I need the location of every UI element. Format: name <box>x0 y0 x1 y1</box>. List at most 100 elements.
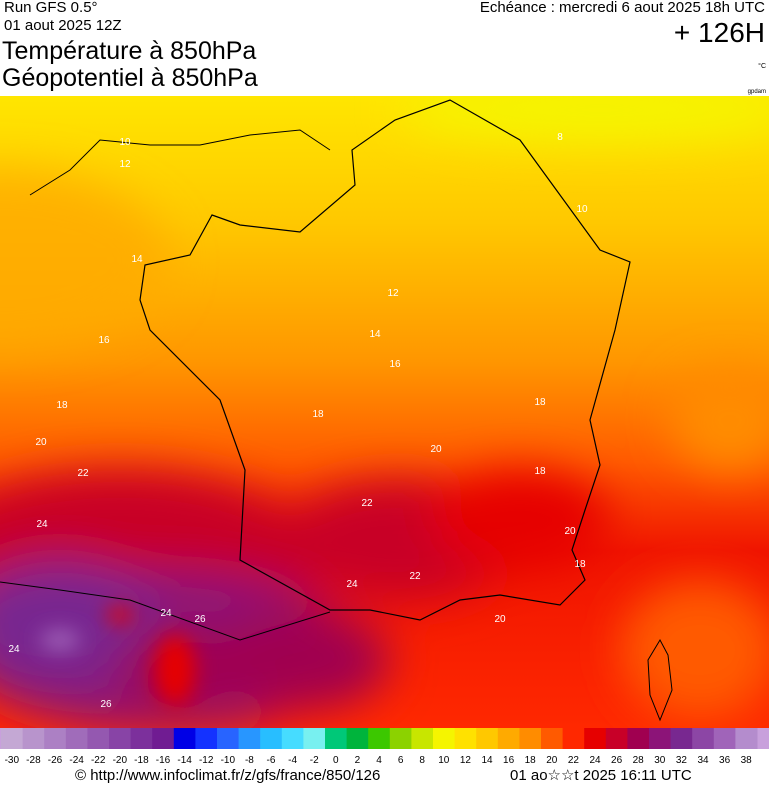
legend-tick-label: 12 <box>460 755 472 766</box>
title-line2: Géopotentiel à 850hPa <box>2 64 258 92</box>
contour-label: 20 <box>564 526 576 537</box>
legend-cell <box>65 728 88 749</box>
france-outline <box>139 99 631 621</box>
contour-label: 22 <box>77 468 89 479</box>
legend-cell <box>605 728 628 749</box>
contour-label: 20 <box>494 614 506 625</box>
corsica <box>647 638 673 722</box>
legend-cell <box>195 728 218 749</box>
legend-tick-label: 14 <box>481 755 493 766</box>
legend-tick-label: -6 <box>267 755 276 766</box>
legend-tick-label: -4 <box>288 755 297 766</box>
legend-tick-label: 18 <box>525 755 537 766</box>
legend-tick-label: -16 <box>156 755 171 766</box>
legend-tick-label: 34 <box>697 755 709 766</box>
contour-label: 8 <box>557 132 563 143</box>
legend-cell <box>627 728 650 749</box>
legend-tick-label: 0 <box>333 755 339 766</box>
legend-cell <box>87 728 110 749</box>
contour-label: 14 <box>131 254 143 265</box>
map: 10 12 8 10 14 16 12 14 16 18 18 18 20 20 22 18 22 24 20 18 2… <box>0 96 769 728</box>
contour-label: 22 <box>361 498 373 509</box>
legend-cell <box>173 728 196 749</box>
contour-label: 14 <box>369 329 381 340</box>
title-line1: Température à 850hPa <box>2 37 256 65</box>
legend-tick-label: -20 <box>113 755 128 766</box>
legend-cell <box>1 728 24 749</box>
legend-cell <box>281 728 304 749</box>
legend-tick-label: 30 <box>654 755 666 766</box>
legend-cell <box>584 728 607 749</box>
legend-tick-label: -10 <box>221 755 236 766</box>
echeance: Echéance : mercredi 6 aout 2025 18h UTC <box>480 0 765 16</box>
legend-cell <box>260 728 283 749</box>
legend-cell <box>454 728 477 749</box>
contour-label: 24 <box>346 579 358 590</box>
legend-cell <box>238 728 261 749</box>
contour-label: 18 <box>312 409 324 420</box>
contour-label: 24 <box>160 608 172 619</box>
legend-tick-label: -8 <box>245 755 254 766</box>
legend-tick-label: 32 <box>676 755 688 766</box>
contour-label: 20 <box>430 444 442 455</box>
legend-cell <box>411 728 434 749</box>
legend-cell <box>325 728 348 749</box>
legend-cell <box>22 728 45 749</box>
legend-cell <box>735 728 758 749</box>
legend-tick-label: 2 <box>355 755 361 766</box>
legend-tick-label: 26 <box>611 755 623 766</box>
contour-label: 18 <box>534 466 546 477</box>
legend-tick-label: -24 <box>69 755 84 766</box>
legend-cell <box>217 728 240 749</box>
contour-label: 24 <box>36 519 48 530</box>
legend-cell <box>562 728 585 749</box>
contour-label: 16 <box>389 359 401 370</box>
legend-tick-label: 20 <box>546 755 558 766</box>
legend-tick-label: 28 <box>633 755 645 766</box>
contour-label: 18 <box>534 397 546 408</box>
legend-tick-label: 24 <box>589 755 601 766</box>
legend-tick-label: 16 <box>503 755 515 766</box>
unit: °C <box>758 62 766 70</box>
legend-tick-label: 8 <box>419 755 425 766</box>
contour-label: 12 <box>387 288 399 299</box>
credit: gpdam <box>748 89 766 95</box>
footer-timestamp: 01 ao☆☆t 2025 16:11 UTC <box>510 767 692 784</box>
contour-label: 24 <box>8 644 20 655</box>
legend-tick-label: -30 <box>5 755 20 766</box>
legend-cell <box>670 728 693 749</box>
legend-cell <box>541 728 564 749</box>
legend-cell <box>713 728 736 749</box>
legend-tick-label: 4 <box>376 755 382 766</box>
contour-label: 16 <box>98 335 110 346</box>
legend-cell <box>130 728 153 749</box>
legend-tick-label: -26 <box>48 755 63 766</box>
legend-tick-label: -18 <box>134 755 149 766</box>
contour-label: 26 <box>194 614 206 625</box>
footer-url: © http://www.infoclimat.fr/z/gfs/france/… <box>75 767 380 784</box>
run-date: 01 aout 2025 12Z <box>4 17 122 34</box>
contour-label: 22 <box>409 571 421 582</box>
hot-spots <box>40 607 195 705</box>
run: Run GFS 0.5° <box>4 0 98 16</box>
england-coast <box>29 129 331 196</box>
legend-tick-label: -22 <box>91 755 106 766</box>
contour-label: 12 <box>119 159 131 170</box>
legend-cell <box>109 728 132 749</box>
legend-cell <box>692 728 715 749</box>
legend-tick-label: 10 <box>438 755 450 766</box>
legend-cell <box>389 728 412 749</box>
legend-tick-label: -14 <box>177 755 192 766</box>
legend-tick-label: 6 <box>398 755 404 766</box>
contour-label: 20 <box>35 437 47 448</box>
contour-label: 18 <box>56 400 68 411</box>
legend-cell <box>303 728 326 749</box>
border-spain <box>0 581 331 641</box>
legend-cell <box>368 728 391 749</box>
legend-tick-label: 22 <box>568 755 580 766</box>
legend-cell <box>497 728 520 749</box>
legend-cell <box>44 728 67 749</box>
legend-tick-label: 38 <box>741 755 753 766</box>
lead-time: + 126H <box>674 17 765 48</box>
